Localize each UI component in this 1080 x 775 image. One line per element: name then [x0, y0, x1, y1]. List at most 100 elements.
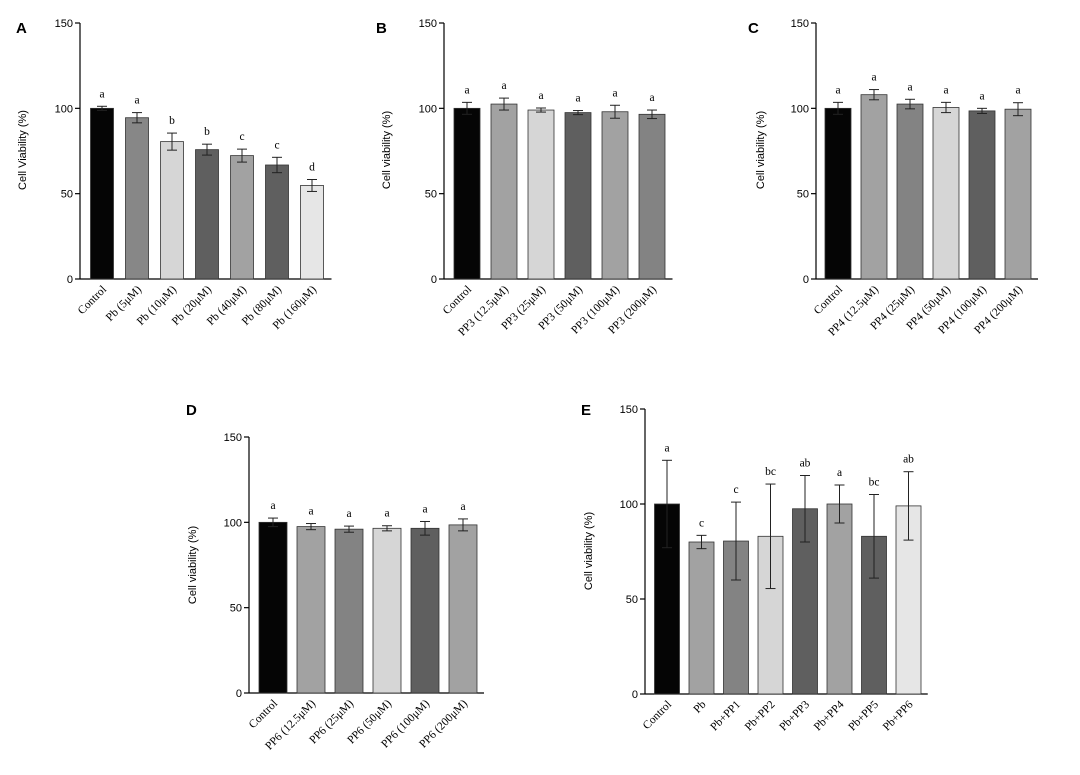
panel-b-ytick-label: 50 [425, 189, 437, 201]
panel-c-ylabel: Cell viability (%) [755, 111, 767, 189]
panel-c-bar [824, 107, 852, 280]
panel-a-significance-label: a [134, 95, 139, 107]
panel-c-bar [860, 94, 888, 280]
panel-b-category-label: Control [441, 284, 474, 317]
panel-a-significance-label: d [309, 162, 315, 174]
panel-c-significance-label: a [979, 90, 984, 102]
panel-c-bar [1004, 108, 1032, 280]
panel-a-significance-label: a [99, 88, 104, 100]
panel-d-bar [448, 524, 478, 694]
panel-b: B Cell viability (%) 050100150aControlaP… [376, 18, 673, 339]
panel-c-significance-label: a [835, 84, 840, 96]
panel-b-significance-label: a [575, 93, 580, 105]
panel-d-significance-label: a [384, 508, 389, 520]
panel-b-bar [638, 113, 666, 280]
panel-c: C Cell viability (%) 050100150aControlaP… [748, 18, 1038, 339]
panel-e-ylabel: Cell viability (%) [583, 512, 595, 590]
panel-c-ytick-label: 0 [803, 274, 809, 286]
panel-b-bar [564, 112, 592, 280]
panel-e-significance-label: a [837, 467, 842, 479]
panel-c-ytick-label: 50 [797, 189, 809, 201]
panel-c-category-label: Control [812, 284, 845, 317]
panel-b-bar [527, 109, 555, 280]
panel-b-significance-label: a [612, 87, 617, 99]
panel-e-letter: E [581, 402, 591, 419]
panel-e-category-label: Pb+PP4 [812, 698, 847, 733]
panel-a-ylabel: Cell Viability (%) [17, 110, 29, 190]
panel-a-bar [300, 185, 324, 280]
panel-b-ytick-label: 150 [419, 18, 437, 30]
panel-d: D Cell viability (%) 050100150aControlaP… [186, 402, 484, 753]
panel-e-significance-label: bc [869, 477, 880, 489]
panel-d-ytick-label: 50 [230, 603, 242, 615]
panel-e-category-label: Pb+PP1 [708, 698, 743, 733]
panel-d-bar [334, 528, 364, 694]
panel-d-ytick-label: 150 [224, 432, 242, 444]
panel-e-significance-label: ab [903, 454, 914, 466]
panel-e-category-label: Pb+PP2 [743, 698, 778, 733]
panel-a: A Cell Viability (%) 050100150aControlaP… [16, 18, 332, 332]
panel-e-category-label: Pb+PP5 [846, 698, 881, 733]
panel-d-significance-label: a [422, 503, 427, 515]
panel-a-letter: A [16, 20, 27, 37]
panel-e-significance-label: c [699, 517, 704, 529]
panel-a-significance-label: c [239, 131, 244, 143]
panel-d-significance-label: a [308, 506, 313, 518]
panel-e-ytick-label: 50 [626, 594, 638, 606]
panel-a-bar [160, 141, 184, 280]
panel-e-significance-label: a [664, 442, 669, 454]
panel-c-bar [932, 107, 960, 280]
panel-e-significance-label: bc [765, 466, 776, 478]
panel-e-significance-label: c [733, 484, 738, 496]
panel-e-bar [895, 505, 922, 695]
panel-e-ytick-label: 150 [620, 404, 638, 416]
panel-a-ytick-label: 100 [55, 103, 73, 115]
panel-b-significance-label: a [501, 80, 506, 92]
panel-e-ytick-label: 100 [620, 499, 638, 511]
panel-b-significance-label: a [464, 84, 469, 96]
panel-c-significance-label: a [943, 84, 948, 96]
panel-d-bar [372, 527, 402, 694]
panel-b-letter: B [376, 20, 387, 37]
panel-a-bar [90, 107, 114, 280]
panel-b-ytick-label: 100 [419, 103, 437, 115]
panel-d-letter: D [186, 402, 197, 419]
panel-c-ytick-label: 150 [791, 18, 809, 30]
panel-a-bar [125, 117, 149, 280]
panel-d-bar [410, 527, 440, 694]
panel-a-significance-label: b [169, 115, 175, 127]
panel-d-bar [296, 526, 326, 694]
panel-a-ytick-label: 150 [55, 18, 73, 30]
panel-e-category-label: Control [641, 699, 674, 732]
panel-a-bar [195, 149, 219, 280]
panel-c-significance-label: a [907, 81, 912, 93]
panel-b-significance-label: a [538, 90, 543, 102]
panel-d-ylabel: Cell viability (%) [187, 526, 199, 604]
panel-d-ytick-label: 100 [224, 517, 242, 529]
panel-a-bar [230, 155, 254, 280]
panel-b-bar [453, 107, 481, 280]
panel-c-ytick-label: 100 [791, 103, 809, 115]
panel-d-bar [258, 521, 288, 694]
panel-a-category-label: Control [76, 284, 109, 317]
panel-e-category-label: Pb+PP6 [881, 698, 916, 733]
panel-e-category-label: Pb+PP3 [777, 698, 812, 733]
panel-a-significance-label: b [204, 126, 210, 138]
panel-a-bar [265, 164, 289, 280]
panel-e-bar [826, 503, 853, 695]
panel-c-significance-label: a [871, 72, 876, 84]
panel-d-significance-label: a [460, 501, 465, 513]
panel-e-ytick-label: 0 [632, 689, 638, 701]
panel-d-significance-label: a [346, 508, 351, 520]
panel-e-category-label: Pb [692, 698, 709, 715]
panel-e-bar [688, 541, 715, 695]
panel-c-significance-label: a [1015, 85, 1020, 97]
panel-d-ytick-label: 0 [236, 688, 242, 700]
panel-b-ylabel: Cell viability (%) [381, 111, 393, 189]
panel-a-ytick-label: 50 [61, 189, 73, 201]
panel-e: E Cell viability (%) 0 50 100 150 a Control c P… [581, 402, 928, 733]
panel-b-ytick-label: 0 [431, 274, 437, 286]
panel-d-significance-label: a [270, 500, 275, 512]
panel-e-significance-label: ab [800, 458, 811, 470]
